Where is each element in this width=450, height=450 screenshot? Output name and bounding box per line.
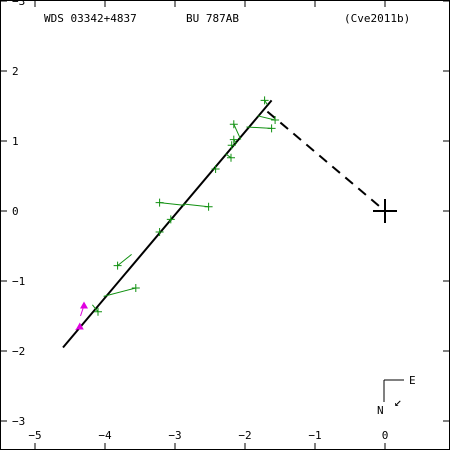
observation-point <box>131 284 140 292</box>
x-tick-label: −3 <box>168 429 181 442</box>
residual-line <box>183 203 209 208</box>
reference-label: (Cve2011b) <box>344 12 410 25</box>
observation-point <box>166 215 175 224</box>
compass-arrow-icon: ↙ <box>394 395 402 410</box>
y-tick-label: −3 <box>12 415 25 428</box>
first-observation-point <box>80 301 88 309</box>
observation-point <box>260 96 269 105</box>
observation-point <box>94 307 102 316</box>
observation-point <box>113 261 122 270</box>
observation-point <box>155 198 164 207</box>
residual-line <box>117 254 132 266</box>
residual-line <box>225 153 232 159</box>
observation-point <box>271 116 280 124</box>
y-tick-label: 2 <box>12 65 19 78</box>
residual-line <box>246 126 272 129</box>
x-tick-label: 0 <box>382 429 389 442</box>
wds-id: WDS 03342+4837 <box>44 12 137 25</box>
residual-line <box>233 123 242 140</box>
y-tick-label: −1 <box>12 275 25 288</box>
observation-point <box>155 228 164 236</box>
orbit-line <box>62 99 273 349</box>
y-tick-label: −3 <box>12 0 25 8</box>
first-observation-point <box>75 322 84 330</box>
x-tick-label: −2 <box>238 429 251 442</box>
x-tick-label: −5 <box>28 429 41 442</box>
residual-line <box>159 202 185 206</box>
x-tick-label: −4 <box>98 429 112 442</box>
residual-line <box>103 287 136 297</box>
compass: E N ↙ <box>377 374 416 417</box>
residual-line <box>257 115 276 121</box>
x-tick-label: −1 <box>308 429 321 442</box>
observations-layer <box>75 96 280 331</box>
orbit-layer <box>62 99 397 349</box>
observation-point <box>267 124 276 133</box>
discoverer-label: BU 787AB <box>186 12 239 25</box>
observation-point <box>229 120 238 129</box>
observation-point <box>204 202 213 211</box>
node-line <box>266 110 386 212</box>
observation-point <box>229 135 238 144</box>
y-tick-label: −2 <box>12 345 25 358</box>
residual-line <box>92 304 99 313</box>
y-tick-label: 0 <box>12 205 19 218</box>
y-tick-label: 1 <box>12 135 19 148</box>
observation-point <box>227 153 235 162</box>
compass-east-label: E <box>409 374 416 387</box>
compass-north-label: N <box>377 404 384 417</box>
observation-point <box>211 165 220 173</box>
observation-point <box>227 141 236 150</box>
